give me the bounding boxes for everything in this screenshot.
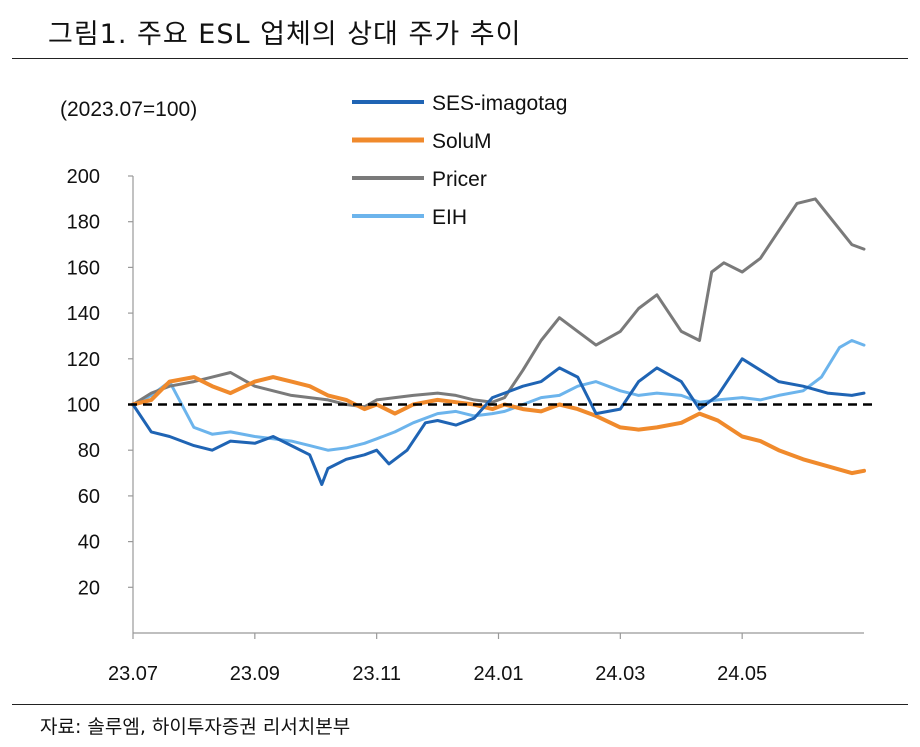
legend-label: Pricer <box>432 168 487 191</box>
y-tick-label: 160 <box>67 257 100 279</box>
legend-label: SoluM <box>432 130 492 153</box>
series-line-eih <box>131 339 866 452</box>
unit-label: (2023.07=100) <box>60 98 197 121</box>
y-tick-label: 180 <box>67 212 100 234</box>
source-note: 자료: 솔루엠, 하이투자증권 리서치본부 <box>40 716 351 738</box>
y-tick-label: 80 <box>78 440 100 462</box>
axes: 20 40 60 80 100 120 140 160 180 200 23.07 23.09 23.1… <box>67 166 864 685</box>
series-lines <box>128 197 874 486</box>
y-tick-label: 60 <box>78 486 100 508</box>
line-chart: 20 40 60 80 100 120 140 160 180 200 23.07 23.09 23.1… <box>60 92 874 685</box>
x-tick-label: 23.07 <box>108 663 158 685</box>
y-tick-label: 40 <box>78 532 100 554</box>
y-tick-label: 200 <box>67 166 100 188</box>
series-line-pricer <box>131 197 866 409</box>
y-tick-label: 20 <box>78 577 100 599</box>
series-line-solum <box>131 375 866 476</box>
x-tick-label: 24.03 <box>595 663 645 685</box>
chart-title: 그림1. 주요 ESL 업체의 상대 주가 추이 <box>48 19 522 50</box>
legend-label: SES-imagotag <box>432 92 567 115</box>
x-tick-label: 23.11 <box>352 663 401 685</box>
y-tick-label: 100 <box>67 395 100 417</box>
x-tick-label: 24.05 <box>717 663 767 685</box>
footer-rule <box>12 704 908 705</box>
x-tick-label: 23.09 <box>230 663 280 685</box>
y-tick-label: 120 <box>67 349 100 371</box>
x-tick-label: 24.01 <box>473 663 523 685</box>
y-tick-label: 140 <box>67 303 100 325</box>
title-rule <box>12 58 908 59</box>
legend: SES-imagotag SoluM Pricer EIH <box>352 92 567 229</box>
series-line-ses-imagotag <box>131 357 866 486</box>
legend-label: EIH <box>432 206 467 229</box>
